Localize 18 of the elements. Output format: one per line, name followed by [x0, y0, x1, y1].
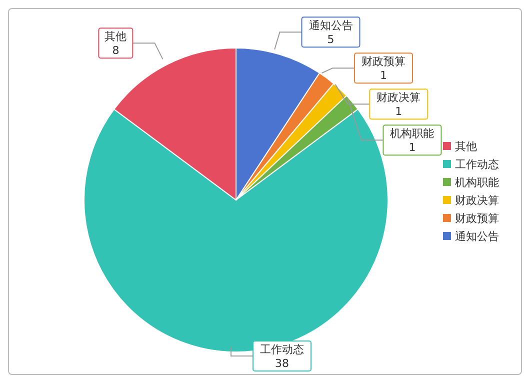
slice-label: 机构职能	[390, 127, 434, 140]
legend-label: 通知公告	[455, 230, 499, 242]
legend-label: 其他	[455, 140, 477, 152]
data-label: 1	[395, 105, 402, 118]
legend-label: 机构职能	[455, 176, 499, 188]
data-label: 5	[327, 33, 334, 46]
slice-label: 工作动态	[260, 343, 304, 356]
legend-label: 财政预算	[455, 212, 499, 224]
slice-label: 财政决算	[376, 91, 421, 104]
slice-label: 财政预算	[362, 55, 406, 68]
slice-label: 通知公告	[308, 19, 353, 32]
legend-label: 财政决算	[455, 194, 499, 206]
data-label: 1	[380, 69, 388, 82]
data-label: 38	[275, 357, 289, 370]
legend-label: 工作动态	[455, 158, 499, 170]
data-label: 1	[408, 141, 416, 154]
data-label: 8	[112, 44, 120, 58]
slice-label: 其他	[104, 30, 127, 44]
